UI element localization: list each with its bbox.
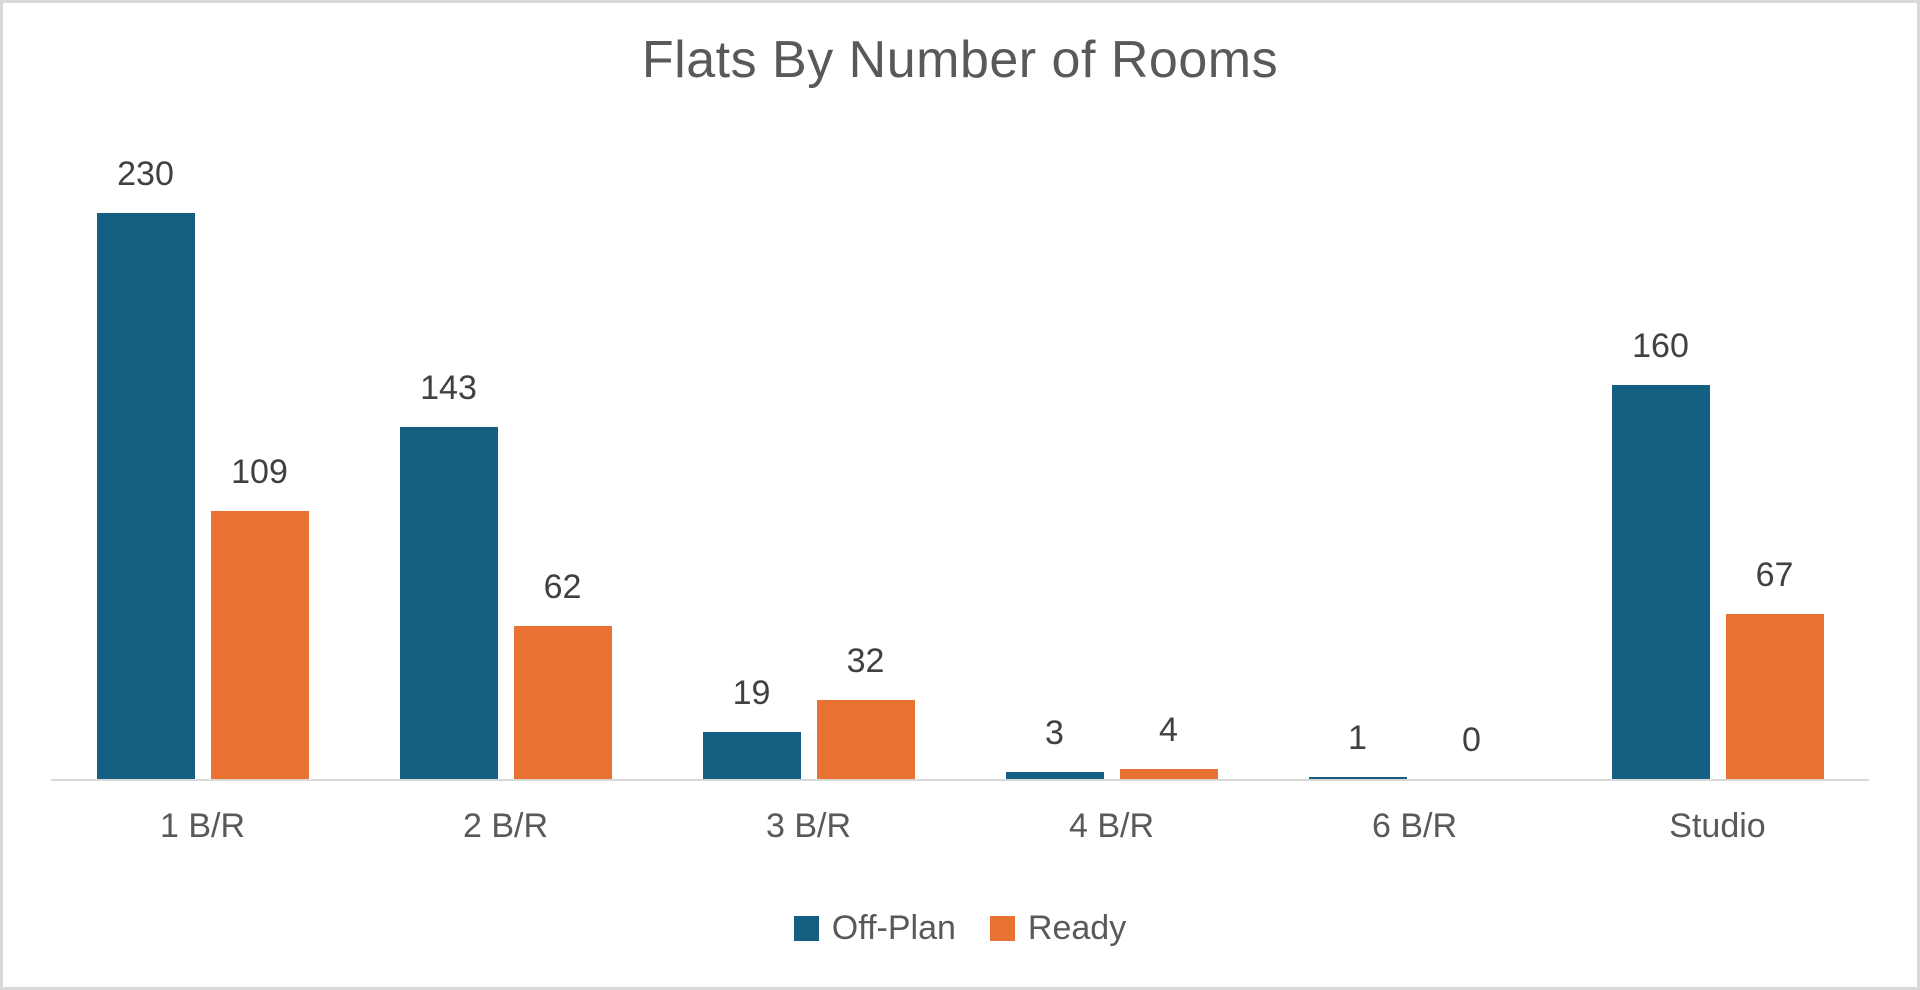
bar-off-plan-3-b-r: 19 [702,676,801,779]
legend-swatch-ready [989,915,1015,941]
bar-off-plan-6-b-r: 1 [1308,721,1407,779]
data-label-ready-1-b-r: 109 [231,452,288,491]
data-label-off-plan-1-b-r: 230 [117,155,174,194]
bar-ready-studio: 67 [1725,558,1824,779]
data-label-ready-3-b-r: 32 [846,642,885,681]
bar-column-3-b-r: 19 32 3 B/R [657,133,960,843]
bar-column-4-b-r: 3 4 4 B/R [960,133,1263,843]
legend: Off-Plan Ready [3,911,1917,945]
category-label-6-b-r: 6 B/R [1371,807,1458,845]
data-label-off-plan-4-b-r: 3 [1045,713,1064,752]
bar-column-studio: 160 67 Studio [1566,133,1869,843]
category-label-2-b-r: 2 B/R [462,807,549,845]
data-label-off-plan-studio: 160 [1632,327,1689,366]
chart-title: Flats By Number of Rooms [641,31,1279,89]
data-label-ready-6-b-r: 0 [1462,721,1481,759]
bar-off-plan-2-b-r: 143 [399,371,498,779]
bar-ready-3-b-r: 32 [816,644,915,779]
category-label-1-b-r: 1 B/R [159,807,246,845]
legend-label-ready: Ready [1027,909,1127,947]
bar-off-plan-4-b-r: 3 [1005,716,1104,779]
category-label-studio: Studio [1669,807,1766,845]
data-label-off-plan-6-b-r: 1 [1348,718,1367,757]
bar-off-plan-studio: 160 [1611,329,1710,779]
data-label-ready-2-b-r: 62 [543,568,582,607]
bar-off-plan-1-b-r: 230 [96,157,195,779]
data-label-off-plan-3-b-r: 19 [732,674,771,713]
data-label-ready-studio: 67 [1755,556,1794,595]
legend-label-off-plan: Off-Plan [831,909,956,947]
bar-column-6-b-r: 1 0 6 B/R [1263,133,1566,843]
category-label-3-b-r: 3 B/R [765,807,852,845]
bar-column-2-b-r: 143 62 2 B/R [354,133,657,843]
category-label-4-b-r: 4 B/R [1068,807,1155,845]
data-label-ready-4-b-r: 4 [1159,711,1178,750]
bar-ready-4-b-r: 4 [1119,713,1218,779]
bar-column-1-b-r: 230 109 1 B/R [51,133,354,843]
legend-item-off-plan: Off-Plan [793,909,956,947]
plot-area: 230 109 1 B/R 143 62 2 B/R 19 32 3 B/R 3 4 4 B/R 1 0 6… [51,133,1869,843]
bar-ready-2-b-r: 62 [513,570,612,779]
legend-swatch-off-plan [793,915,819,941]
legend-item-ready: Ready [989,909,1127,947]
bar-ready-1-b-r: 109 [210,455,309,779]
data-label-off-plan-2-b-r: 143 [420,369,477,408]
